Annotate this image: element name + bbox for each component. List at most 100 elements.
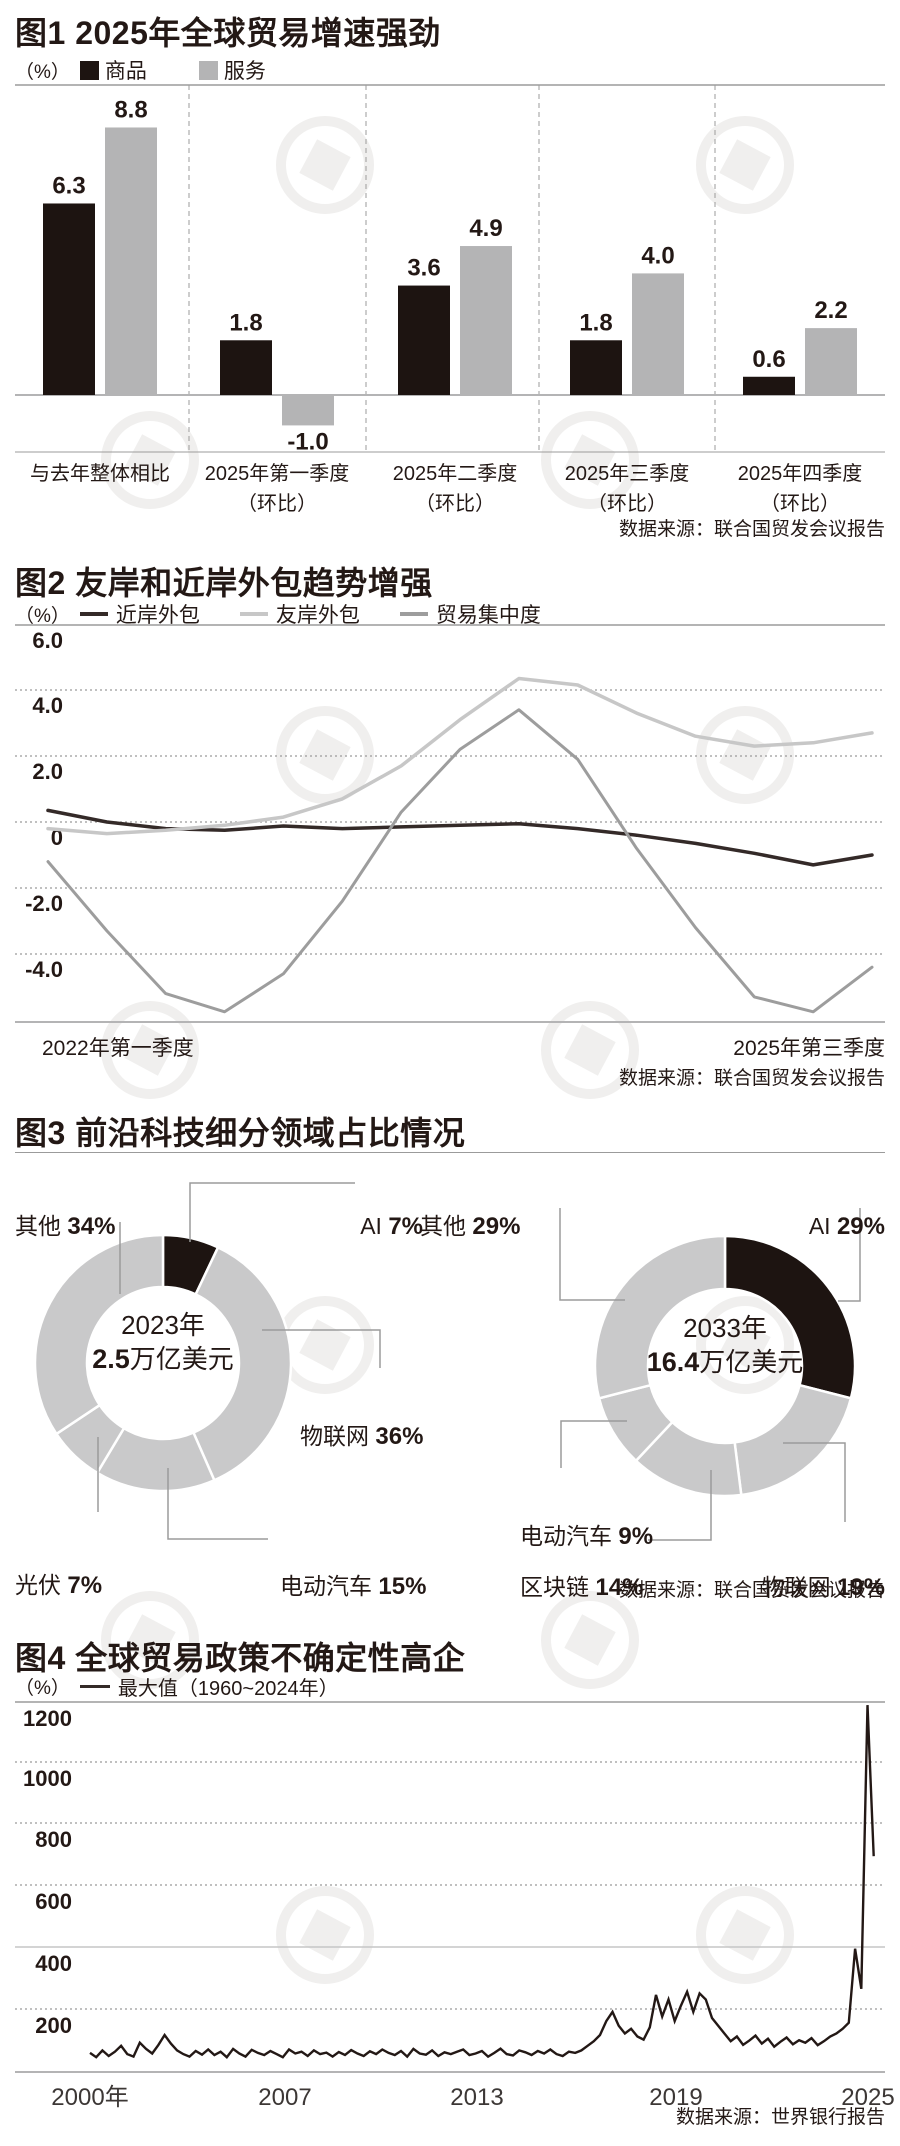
donut2-center-value: 16.4 [646, 1347, 700, 1377]
bar-value-label: -1.0 [287, 428, 328, 455]
legend-label-goods: 商品 [104, 60, 147, 83]
chart4-source: 数据来源：世界银行报告 [675, 2107, 885, 2128]
slice-name: AI [360, 1213, 389, 1239]
watermark-circle [101, 411, 199, 509]
slice-percentage: 34% [67, 1213, 116, 1240]
legend-line-nearshore [79, 612, 108, 616]
bar-服务 [460, 246, 512, 395]
line-series-贸易集中度 [46, 708, 874, 1014]
donut2-center-unit: 万亿美元 [699, 1347, 804, 1377]
watermark-circle [276, 1886, 374, 1984]
watermark-diamond [564, 434, 616, 486]
donut-slice-其他 [33, 1233, 165, 1436]
chart1-panel: 图1 2025年全球贸易增速强劲 （%） 商品 服务 6.3 1.8 3.6 1.8 0… [0, 0, 900, 555]
slice-percentage: 14% [595, 1574, 644, 1601]
donut2-center-amount: 16.4万亿美元 [647, 1347, 804, 1377]
y-tick-label: 1200 [23, 1706, 72, 1731]
legend-swatch-goods [79, 60, 99, 80]
slice-name: 物联网 [300, 1423, 376, 1449]
leader-line-物联网 [783, 1442, 846, 1522]
watermark-circle [541, 1001, 639, 1099]
watermark-diamond [564, 1024, 616, 1076]
donut-label-物联网: 物联网 36% [300, 1423, 423, 1450]
watermark-icon [541, 1001, 639, 1099]
watermark-diamond [299, 1319, 351, 1371]
bar-商品 [43, 203, 95, 395]
watermark-circle [696, 706, 794, 804]
legend-label-concentration: 贸易集中度 [435, 604, 541, 627]
category-label: 与去年整体相比 [30, 462, 170, 485]
donut-slice-物联网 [733, 1383, 853, 1497]
watermark-icon [696, 1296, 794, 1394]
bar-value-label: 4.9 [469, 215, 502, 242]
category-label: 2025年三季度 [565, 462, 690, 485]
slice-percentage: 29% [472, 1213, 521, 1240]
donut-label-光伏: 光伏 7% [15, 1572, 102, 1599]
slice-name: AI [808, 1213, 837, 1239]
category-label: （环比） [415, 492, 495, 515]
watermark-icon [276, 116, 374, 214]
chart3-separator [15, 1152, 885, 1153]
watermark-diamond [124, 1024, 176, 1076]
watermark-circle [541, 1591, 639, 1689]
chart1-source: 数据来源：联合国贸发会议报告 [618, 519, 885, 540]
donut-label-区块链: 区块链 14% [520, 1574, 643, 1601]
donut1-center-value: 2.5 [92, 1344, 130, 1374]
y-tick-label: 6.0 [32, 628, 63, 653]
bar-value-label: 6.3 [52, 172, 85, 199]
y-tick-label: 1000 [23, 1766, 72, 1791]
watermark-circle [276, 706, 374, 804]
watermark-circle [541, 411, 639, 509]
leader-line-区块链 [648, 1470, 712, 1541]
category-label: 2025年四季度 [738, 462, 863, 485]
watermark-diamond [299, 1909, 351, 1961]
slice-name: 电动汽车 [520, 1523, 619, 1549]
watermark-diamond [124, 434, 176, 486]
donut-label-其他: 其他 29% [420, 1213, 520, 1240]
watermark-icon [696, 1886, 794, 1984]
x-tick-label: 2019 [649, 2084, 702, 2111]
donut-slice-物联网 [191, 1245, 293, 1482]
bar-value-label: 8.8 [114, 96, 147, 123]
donut1-center-amount: 2.5万亿美元 [92, 1344, 234, 1374]
leader-line-电动汽车 [560, 1420, 627, 1468]
legend-line-max [79, 1685, 110, 1688]
y-tick-label: 4.0 [32, 693, 63, 718]
y-tick-label: 200 [35, 2013, 72, 2038]
leader-line-其他 [559, 1208, 625, 1301]
legend-label-max: 最大值（1960~2024年） [117, 1678, 339, 1700]
leader-line-电动汽车 [167, 1468, 268, 1540]
line-series-友岸外包 [46, 676, 874, 836]
leader-line-AI [838, 1208, 861, 1302]
donut-label-物联网: 物联网 19% [762, 1574, 885, 1601]
slice-percentage: 7% [67, 1572, 103, 1599]
watermark-icon [101, 1591, 199, 1689]
donut1-center-year: 2023年 [121, 1310, 205, 1340]
watermark-icon [541, 1591, 639, 1689]
bar-服务 [105, 127, 157, 396]
chart2-legend: （%） 近岸外包 友岸外包 贸易集中度 [15, 599, 541, 629]
chart3-canvas [33, 1182, 861, 1541]
slice-percentage: 15% [378, 1573, 427, 1600]
category-label: 2025年二季度 [393, 462, 518, 485]
watermark-circle [101, 1591, 199, 1689]
legend-swatch-services [198, 60, 218, 80]
slice-name: 光伏 [15, 1572, 68, 1598]
bar-商品 [220, 340, 272, 395]
unit-label: （%） [15, 61, 70, 83]
chart2-xlabel-end: 2025年第三季度 [733, 1037, 885, 1060]
slice-name: 其他 [420, 1213, 473, 1239]
category-label: 2025年第一季度 [205, 462, 350, 485]
line-series-近岸外包 [46, 808, 874, 867]
legend-line-concentration [399, 612, 428, 616]
y-tick-label: -2.0 [25, 891, 63, 916]
donut-slice-AI [723, 1234, 857, 1400]
slice-percentage: 19% [836, 1574, 885, 1601]
y-tick-label: 800 [35, 1827, 72, 1852]
bar-商品 [570, 340, 622, 395]
chart1-canvas: 6.3 1.8 3.6 1.8 0.6 8.8 -1.0 4.9 4.0 2.2 与去年整体相比 20… [15, 84, 885, 515]
unit-label: （%） [15, 605, 70, 627]
y-tick-label: 2.0 [32, 759, 63, 784]
unit-label: （%） [15, 1678, 70, 1699]
watermark-icon [276, 1886, 374, 1984]
